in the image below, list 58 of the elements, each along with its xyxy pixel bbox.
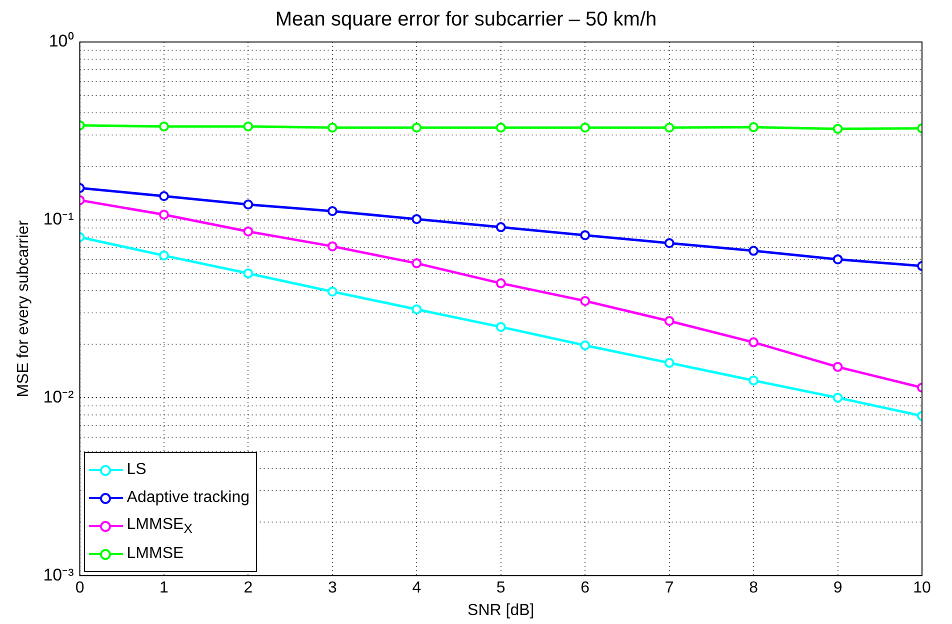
- point: [412, 122, 422, 133]
- y-tick-label: 10⁰: [48, 32, 74, 51]
- point: [580, 296, 590, 306]
- point: [243, 268, 254, 278]
- point: [748, 122, 759, 132]
- x-tick-label: 2: [244, 580, 253, 597]
- point: [327, 206, 338, 216]
- point: [327, 122, 338, 133]
- point: [412, 258, 422, 268]
- point: [243, 200, 254, 210]
- x-tick-label: 3: [328, 580, 337, 597]
- legend-label: LS: [126, 460, 146, 479]
- x-axis-title: SNR [dB]: [468, 602, 534, 619]
- legend-label: LMMSE$_{X}$: [126, 516, 193, 536]
- y-tick-label: 10⁻³: [43, 565, 74, 584]
- chart-title: Mean square error for subcarrier – 50 km/h: [275, 8, 657, 31]
- point: [158, 250, 169, 261]
- point: [158, 191, 169, 202]
- point: [748, 246, 759, 256]
- point: [580, 230, 590, 240]
- x-tick-label: 0: [75, 580, 84, 597]
- legend-label: LMMSE: [126, 544, 184, 563]
- point: [664, 238, 674, 248]
- x-tick-label: 9: [833, 580, 842, 597]
- point: [496, 278, 506, 288]
- point: [496, 222, 506, 232]
- point: [327, 286, 338, 297]
- point: [664, 358, 674, 368]
- x-tick-label: 8: [749, 580, 758, 597]
- point: [832, 362, 843, 372]
- point: [243, 226, 254, 237]
- legend-label: Adaptive tracking: [126, 488, 250, 507]
- point: [412, 214, 422, 224]
- point: [496, 322, 506, 332]
- point: [158, 121, 169, 132]
- point: [748, 375, 759, 386]
- point: [496, 122, 506, 133]
- point: [327, 241, 338, 252]
- point: [832, 124, 843, 134]
- x-tick-label: 1: [160, 580, 169, 597]
- point: [664, 316, 674, 326]
- y-tick-label: 10⁻¹: [43, 210, 74, 229]
- point: [580, 340, 590, 350]
- point: [832, 392, 843, 403]
- point: [412, 304, 422, 314]
- point: [832, 254, 843, 264]
- point: [748, 337, 759, 348]
- point: [158, 210, 169, 220]
- y-tick-label: 10⁻²: [43, 387, 74, 406]
- x-tick-label: 7: [664, 580, 674, 597]
- point: [243, 121, 254, 132]
- x-tick-label: 6: [580, 580, 590, 597]
- point: [580, 122, 590, 133]
- y-axis-title: MSE for every subcarrier: [15, 220, 32, 398]
- x-tick-label: 5: [496, 580, 506, 597]
- x-tick-label: 10: [913, 580, 931, 597]
- x-tick-label: 4: [412, 580, 422, 597]
- point: [664, 122, 674, 133]
